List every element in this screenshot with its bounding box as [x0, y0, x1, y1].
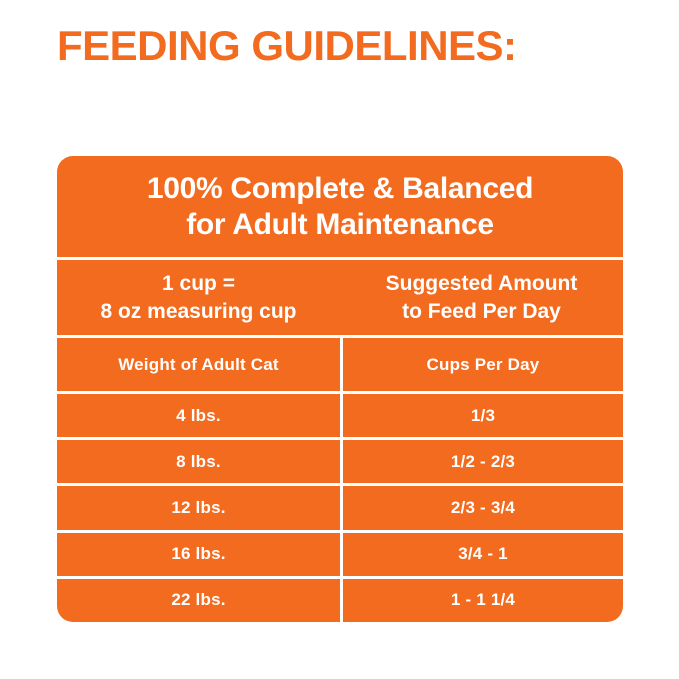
table-row: 22 lbs. 1 - 1 1/4 — [57, 575, 623, 622]
cups-cell: 3/4 - 1 — [340, 532, 623, 576]
table-row: 8 lbs. 1/2 - 2/3 — [57, 437, 623, 484]
panel-heading-line1: 100% Complete & Balanced — [146, 172, 534, 206]
measuring-note-row: 1 cup = 8 oz measuring cup Suggested Amo… — [57, 257, 623, 335]
guidelines-panel: 100% Complete & Balanced for Adult Maint… — [57, 156, 623, 622]
cups-cell: 1/2 - 2/3 — [340, 440, 623, 484]
column-header-weight: Weight of Adult Cat — [118, 354, 279, 374]
cups-cell: 1/3 — [340, 394, 623, 438]
cups-cell: 2/3 - 3/4 — [340, 486, 623, 530]
table-row: 4 lbs. 1/3 — [57, 391, 623, 438]
weight-cell: 12 lbs. — [171, 498, 226, 517]
panel-heading-line2: for Adult Maintenance — [186, 207, 494, 241]
cup-definition: 1 cup = 8 oz measuring cup — [57, 260, 340, 335]
weight-cell: 22 lbs. — [171, 590, 226, 610]
table-row: 12 lbs. 2/3 - 3/4 — [57, 483, 623, 530]
weight-cell: 16 lbs. — [171, 544, 226, 564]
weight-cell: 8 lbs. — [176, 451, 221, 471]
table-header-row: Weight of Adult Cat Cups Per Day — [57, 335, 623, 391]
cups-cell: 1 - 1 1/4 — [340, 578, 623, 622]
weight-cell: 4 lbs. — [176, 405, 221, 425]
panel-heading: 100% Complete & Balanced for Adult Maint… — [57, 156, 623, 257]
cup-definition-line2: 8 oz measuring cup — [100, 299, 297, 323]
cup-definition-line1: 1 cup = — [162, 272, 235, 296]
page-title: FEEDING GUIDELINES: — [57, 22, 517, 69]
column-header-cups: Cups Per Day — [340, 338, 623, 391]
table-row: 16 lbs. 3/4 - 1 — [57, 529, 623, 576]
suggested-amount-line2: to Feed Per Day — [402, 299, 561, 323]
suggested-amount-label: Suggested Amount to Feed Per Day — [340, 260, 623, 335]
suggested-amount-line1: Suggested Amount — [385, 272, 578, 296]
